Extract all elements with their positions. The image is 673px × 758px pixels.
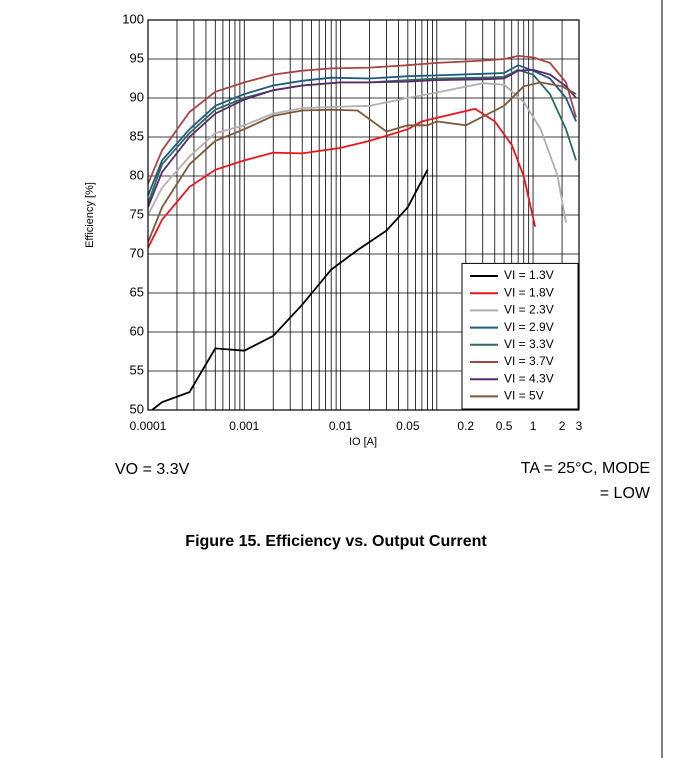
x-tick-label: 0.05: [396, 419, 420, 433]
x-tick-label: 0.5: [496, 419, 513, 433]
y-tick-label: 60: [130, 323, 144, 338]
x-tick-label: 0.001: [229, 419, 259, 433]
series-line: [148, 64, 577, 196]
annotation: TA = 25°C, MODE: [521, 460, 650, 477]
caption: Figure 15. Efficiency vs. Output Current: [185, 533, 487, 550]
annotation: VO = 3.3V: [115, 461, 190, 478]
x-tick-label: 3: [576, 419, 583, 433]
annotation: = LOW: [600, 485, 651, 502]
x-tick-label: 0.01: [329, 419, 353, 433]
y-tick-label: 80: [130, 167, 144, 182]
series-line: [151, 169, 429, 410]
y-tick-label: 50: [130, 401, 144, 416]
y-tick-label: 100: [122, 11, 144, 26]
legend-label: VI = 2.9V: [504, 320, 554, 334]
legend-label: VI = 1.3V: [504, 268, 554, 282]
x-tick-label: 2: [559, 419, 566, 433]
legend-label: VI = 3.7V: [504, 354, 554, 368]
y-tick-label: 85: [130, 128, 144, 143]
legend-label: VI = 2.3V: [504, 303, 554, 317]
y-tick-label: 65: [130, 284, 144, 299]
x-tick-label: 0.0001: [130, 419, 167, 433]
y-axis-label: Efficiency [%]: [84, 182, 96, 248]
series-line: [148, 107, 536, 249]
x-tick-label: 0.2: [457, 419, 474, 433]
x-tick-label: 1: [530, 419, 537, 433]
y-tick-label: 75: [130, 206, 144, 221]
legend-label: VI = 1.8V: [504, 285, 554, 299]
x-axis-label: IO [A]: [349, 436, 377, 448]
legend-label: VI = 4.3V: [504, 371, 554, 385]
plot-frame: [147, 19, 580, 411]
series-line: [148, 81, 577, 243]
y-tick-label: 70: [130, 245, 144, 260]
y-tick-label: 95: [130, 50, 144, 65]
legend-label: VI = 3.3V: [504, 337, 554, 351]
series-line: [148, 54, 577, 185]
legend-label: VI = 5V: [504, 389, 544, 403]
series-line: [148, 68, 577, 208]
legend-box: [461, 262, 579, 410]
series-line: [148, 82, 567, 223]
y-tick-label: 90: [130, 89, 144, 104]
y-tick-label: 55: [130, 362, 144, 377]
